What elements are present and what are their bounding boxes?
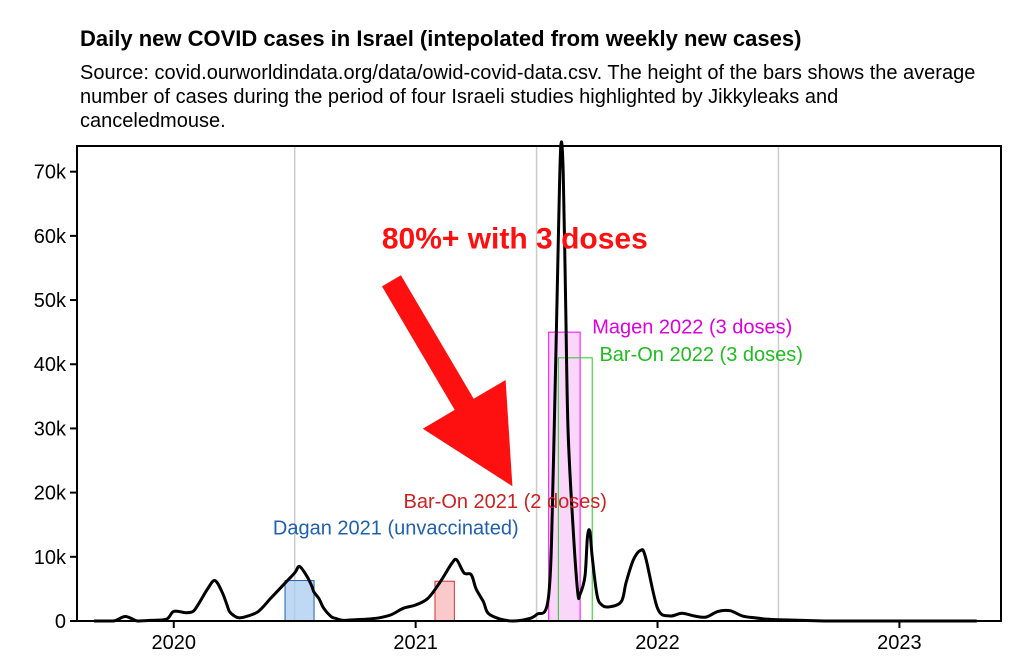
gridlines bbox=[293, 146, 780, 621]
case-series-line bbox=[93, 140, 977, 623]
case-line bbox=[93, 140, 977, 623]
y-tick-label: 50k bbox=[34, 290, 67, 312]
study-annotation: Dagan 2021 (unvaccinated) bbox=[273, 517, 519, 539]
y-tick-label: 0 bbox=[55, 611, 66, 633]
chart-subtitle: Source: covid.ourworldindata.org/data/ow… bbox=[80, 62, 976, 132]
y-tick-label: 30k bbox=[34, 418, 67, 440]
study-annotation: Bar-On 2021 (2 doses) bbox=[404, 491, 607, 513]
x-tick-label: 2021 bbox=[393, 632, 438, 654]
y-tick-label: 70k bbox=[34, 162, 67, 184]
arrow-callout: 80%+ with 3 doses bbox=[382, 223, 648, 487]
x-tick-label: 2023 bbox=[877, 632, 922, 654]
y-tick-label: 60k bbox=[34, 226, 67, 248]
x-tick-label: 2020 bbox=[152, 632, 197, 654]
chart-title: Daily new COVID cases in Israel (intepol… bbox=[80, 26, 802, 51]
x-tick-label: 2022 bbox=[635, 632, 680, 654]
y-tick-label: 20k bbox=[34, 483, 67, 505]
study-annotation: Magen 2022 (3 doses) bbox=[592, 316, 792, 338]
red-arrow-shape bbox=[382, 275, 513, 487]
y-tick-label: 40k bbox=[34, 354, 67, 376]
plot-frame bbox=[76, 145, 1002, 622]
axes: 0 10k 20k 30k 40k 50k 60k 70k 2020 2021 2022 2023 bbox=[34, 162, 922, 654]
arrow-label: 80%+ with 3 doses bbox=[382, 223, 648, 256]
study-annotation: Bar-On 2022 (3 doses) bbox=[599, 344, 802, 366]
study-bar-0 bbox=[284, 580, 315, 622]
y-tick-label: 10k bbox=[34, 547, 67, 569]
annotations: Magen 2022 (3 doses) Bar-On 2022 (3 doses… bbox=[273, 316, 803, 539]
